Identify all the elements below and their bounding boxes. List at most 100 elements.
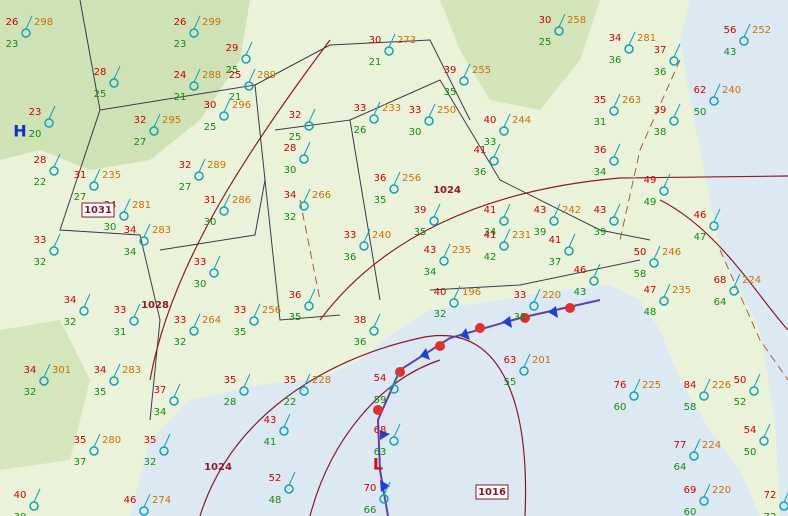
pressure: 233: [382, 103, 401, 114]
pressure: 225: [642, 380, 661, 391]
dewpoint: 22: [34, 177, 47, 188]
wind-barb: [373, 101, 381, 116]
wind-barb: [143, 223, 151, 238]
dewpoint: 50: [694, 107, 707, 118]
dewpoint: 31: [594, 117, 607, 128]
temperature: 41: [549, 235, 562, 246]
dewpoint: 64: [714, 297, 727, 308]
wind-barb: [558, 13, 566, 28]
dewpoint: 34: [594, 167, 607, 178]
temperature: 46: [574, 265, 587, 276]
dewpoint: 32: [434, 309, 447, 320]
pressure: 273: [397, 35, 416, 46]
dewpoint: 21: [174, 92, 187, 103]
station: 39 35 255: [444, 63, 491, 98]
station: 32 27 295: [134, 113, 181, 148]
pressure: 264: [202, 315, 221, 326]
station: 43 39: [594, 203, 621, 238]
dewpoint: 39: [594, 227, 607, 238]
pressure: 224: [702, 440, 721, 451]
wind-barb: [743, 23, 751, 38]
dewpoint: 49: [644, 197, 657, 208]
wind-barb: [113, 363, 121, 378]
wind-barb: [613, 203, 621, 218]
wind-barb: [443, 243, 451, 258]
station: 33 35 256: [234, 303, 281, 338]
station: 33 26 233: [354, 101, 401, 136]
station: 32 27 289: [179, 158, 226, 193]
dewpoint: 37: [549, 257, 562, 268]
dewpoint: 59: [374, 395, 387, 406]
wind-barb: [633, 378, 641, 393]
station: 34 36 281: [609, 31, 656, 66]
station: 43 41: [264, 413, 291, 448]
station: 30 25 258: [539, 13, 586, 48]
dewpoint: 21: [229, 92, 242, 103]
station: 33 38 220: [514, 288, 561, 323]
wind-barb: [453, 285, 461, 300]
temperature: 41: [474, 145, 487, 156]
pressure: 266: [312, 190, 331, 201]
dewpoint: 39: [534, 227, 547, 238]
wind-barb: [703, 483, 711, 498]
wind-barb: [703, 378, 711, 393]
wind-barb: [308, 108, 316, 123]
station: 39 35: [414, 203, 441, 238]
station: 34 34 283: [124, 223, 171, 258]
temperature: 43: [264, 415, 277, 426]
station: 47 48 235: [644, 283, 691, 318]
dewpoint: 32: [24, 387, 37, 398]
station: 38 36: [354, 313, 381, 348]
temperature: 32: [134, 115, 147, 126]
temperature: 29: [226, 43, 239, 54]
station: 40 33 244: [484, 113, 531, 148]
temperature: 33: [514, 290, 527, 301]
dewpoint: 30: [409, 127, 422, 138]
dewpoint: 50: [744, 447, 757, 458]
temperature: 68: [714, 275, 727, 286]
station: 33 31: [114, 303, 141, 338]
dewpoint: 25: [289, 132, 302, 143]
temperature: 36: [374, 173, 387, 184]
wind-barb: [43, 363, 51, 378]
station: 68 64 224: [714, 273, 761, 308]
dewpoint: 23: [174, 39, 187, 50]
dewpoint: 43: [574, 287, 587, 298]
station: 54 50: [744, 423, 771, 458]
temperature: 26: [174, 17, 187, 28]
isobars: [149, 39, 788, 516]
temperature: 41: [484, 205, 497, 216]
station: 25 21 289: [229, 68, 276, 103]
pressure: 228: [312, 375, 331, 386]
pressure: 288: [202, 70, 221, 81]
dewpoint: 32: [284, 212, 297, 223]
wind-barb: [733, 273, 741, 288]
pressure: 289: [207, 160, 226, 171]
wind-barb: [163, 433, 171, 448]
dewpoint: 27: [74, 192, 87, 203]
wind-barb: [713, 208, 721, 223]
wind-barb: [523, 353, 531, 368]
isobar-label: 1024: [204, 462, 232, 473]
dewpoint: 58: [684, 402, 697, 413]
pressure: 196: [462, 287, 481, 298]
dewpoint: 36: [354, 337, 367, 348]
wind-barb: [393, 171, 401, 186]
temperature: 39: [414, 205, 427, 216]
temperature: 23: [29, 107, 42, 118]
wind-barb: [223, 98, 231, 113]
temperature: 34: [609, 33, 622, 44]
dewpoint: 38: [654, 127, 667, 138]
wind-barb: [53, 233, 61, 248]
dewpoint: 30: [194, 279, 207, 290]
station: 33 36 240: [344, 228, 391, 263]
wind-barb: [613, 93, 621, 108]
temperature: 46: [124, 495, 137, 506]
temperature: 28: [94, 67, 107, 78]
wind-barb: [568, 233, 576, 248]
wind-barb: [503, 203, 511, 218]
temperature: 33: [194, 257, 207, 268]
station: 35 22 228: [284, 373, 331, 408]
pressure: 298: [34, 17, 53, 28]
